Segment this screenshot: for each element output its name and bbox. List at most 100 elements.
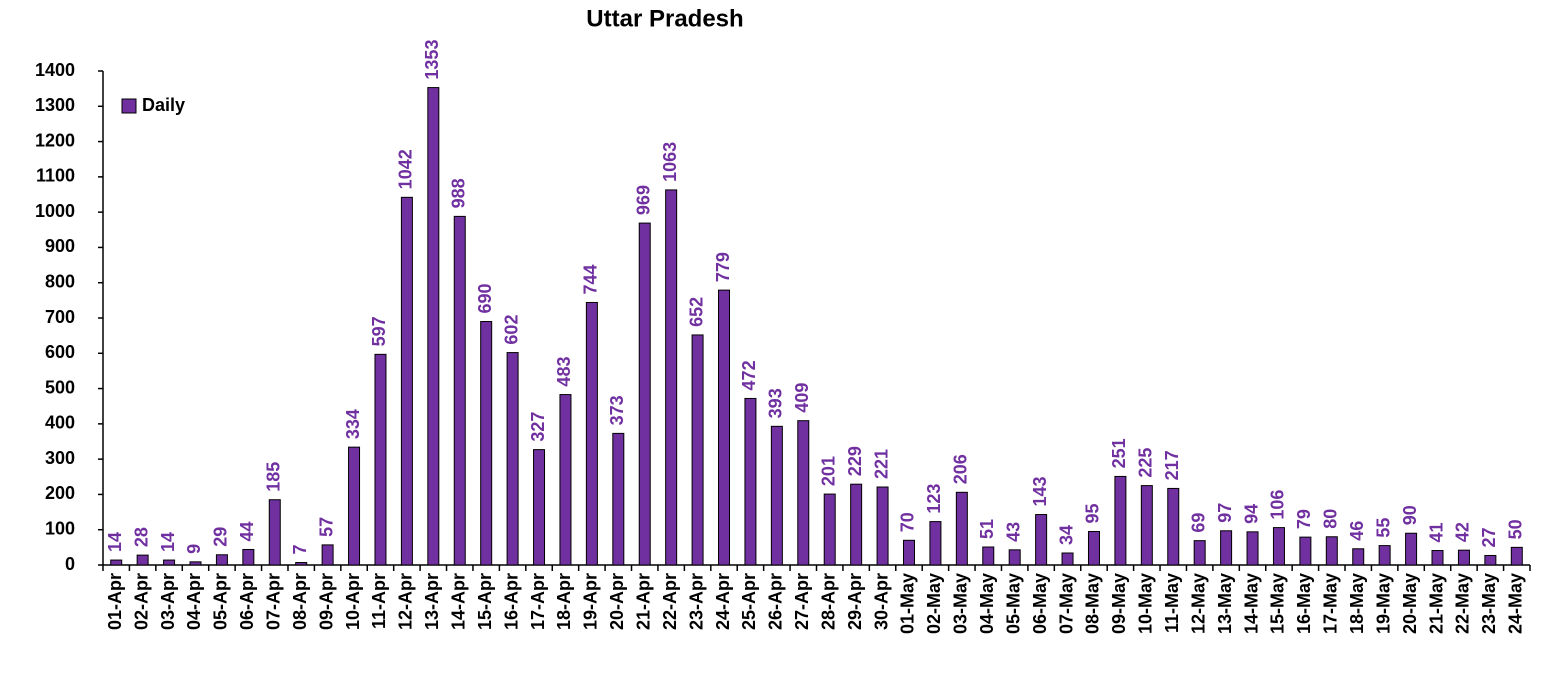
value-label: 9: [184, 544, 204, 554]
value-label: 225: [1136, 448, 1156, 478]
bar: [215, 554, 228, 566]
x-tick-label: 21-Apr: [633, 573, 653, 630]
bar: [876, 486, 889, 566]
x-tick-label: 14-Apr: [449, 573, 469, 630]
value-label: 652: [686, 297, 706, 327]
value-label: 409: [792, 383, 812, 413]
value-label: 201: [818, 456, 838, 486]
x-tick-label: 26-Apr: [766, 573, 786, 630]
bar: [1246, 531, 1259, 566]
value-label: 95: [1083, 503, 1103, 523]
x-tick-label: 19-May: [1373, 573, 1393, 634]
bar: [691, 334, 704, 566]
x-tick-label: 04-May: [977, 573, 997, 634]
x-tick-label: 08-Apr: [290, 573, 310, 630]
value-label: 46: [1347, 521, 1367, 541]
bar: [348, 446, 361, 566]
bar: [638, 222, 651, 566]
bar: [1457, 549, 1470, 566]
value-label: 251: [1109, 438, 1129, 468]
bar: [850, 483, 863, 566]
x-tick-label: 17-May: [1321, 573, 1341, 634]
value-label: 14: [105, 532, 125, 552]
value-label: 43: [1003, 522, 1023, 542]
x-tick-label: 22-Apr: [660, 573, 680, 630]
value-label: 41: [1426, 523, 1446, 543]
y-tick-label: 400: [45, 413, 75, 433]
value-label: 42: [1453, 522, 1473, 542]
value-label: 29: [211, 527, 231, 547]
value-label: 1063: [660, 142, 680, 182]
y-tick-label: 700: [45, 307, 75, 327]
x-tick-label: 11-May: [1162, 573, 1182, 633]
x-tick-label: 01-Apr: [105, 573, 125, 630]
x-tick-label: 07-May: [1056, 573, 1076, 634]
bar: [1405, 532, 1418, 566]
value-label: 44: [237, 521, 257, 541]
value-label: 57: [316, 517, 336, 537]
bar: [955, 491, 968, 566]
bar: [982, 546, 995, 566]
value-label: 690: [475, 283, 495, 313]
x-tick-label: 29-Apr: [845, 573, 865, 630]
x-tick-label: 16-Apr: [501, 573, 521, 630]
x-tick-label: 30-Apr: [871, 573, 891, 630]
y-tick-label: 1100: [36, 166, 75, 186]
bar: [506, 352, 519, 566]
bar: [453, 215, 466, 566]
bar: [1087, 530, 1100, 566]
x-tick-label: 24-May: [1506, 573, 1526, 634]
value-label: 27: [1479, 527, 1499, 547]
bar: [665, 189, 678, 566]
x-tick-label: 02-Apr: [131, 573, 151, 630]
bar: [1114, 475, 1127, 566]
value-label: 50: [1506, 519, 1526, 539]
x-tick-label: 18-May: [1347, 573, 1367, 634]
bar: [1299, 536, 1312, 566]
value-label: 143: [1030, 476, 1050, 506]
x-tick-label: 15-May: [1268, 573, 1288, 634]
x-tick-label: 27-Apr: [792, 573, 812, 630]
bar: [1378, 545, 1391, 566]
bar: [744, 397, 757, 566]
bar: [480, 321, 493, 566]
x-tick-label: 01-May: [898, 573, 918, 634]
value-label: 1353: [422, 40, 442, 80]
bar: [1035, 514, 1048, 566]
bar: [533, 449, 546, 566]
value-label: 334: [343, 409, 363, 439]
x-tick-label: 22-May: [1453, 573, 1473, 634]
value-label: 373: [607, 395, 627, 425]
x-tick-label: 28-Apr: [818, 573, 838, 630]
x-tick-label: 05-Apr: [211, 573, 231, 630]
bar: [1220, 530, 1233, 566]
legend-label: Daily: [142, 95, 185, 115]
value-label: 70: [898, 512, 918, 532]
x-tick-label: 20-May: [1400, 573, 1420, 634]
bar: [136, 554, 149, 566]
value-label: 1042: [396, 149, 416, 189]
x-tick-label: 10-Apr: [343, 573, 363, 630]
y-tick-label: 1400: [35, 60, 75, 80]
value-label: 327: [528, 412, 548, 442]
value-label: 744: [581, 264, 601, 294]
bar: [1484, 554, 1497, 566]
x-tick-label: 20-Apr: [607, 573, 627, 630]
x-tick-label: 06-May: [1030, 573, 1050, 634]
x-tick-label: 04-Apr: [184, 573, 204, 630]
value-label: 597: [369, 316, 389, 346]
x-tick-label: 13-May: [1215, 573, 1235, 634]
y-tick-label: 1300: [35, 95, 75, 115]
bar: [1510, 546, 1523, 566]
x-tick-label: 17-Apr: [528, 573, 548, 630]
bar: [770, 425, 783, 566]
bar: [400, 196, 413, 566]
y-tick-label: 1000: [35, 201, 75, 221]
value-label: 14: [158, 532, 178, 552]
bar: [1061, 552, 1074, 566]
value-label: 106: [1268, 490, 1288, 520]
value-label: 229: [845, 446, 865, 476]
x-tick-label: 15-Apr: [475, 573, 495, 630]
bar: [1352, 548, 1365, 566]
